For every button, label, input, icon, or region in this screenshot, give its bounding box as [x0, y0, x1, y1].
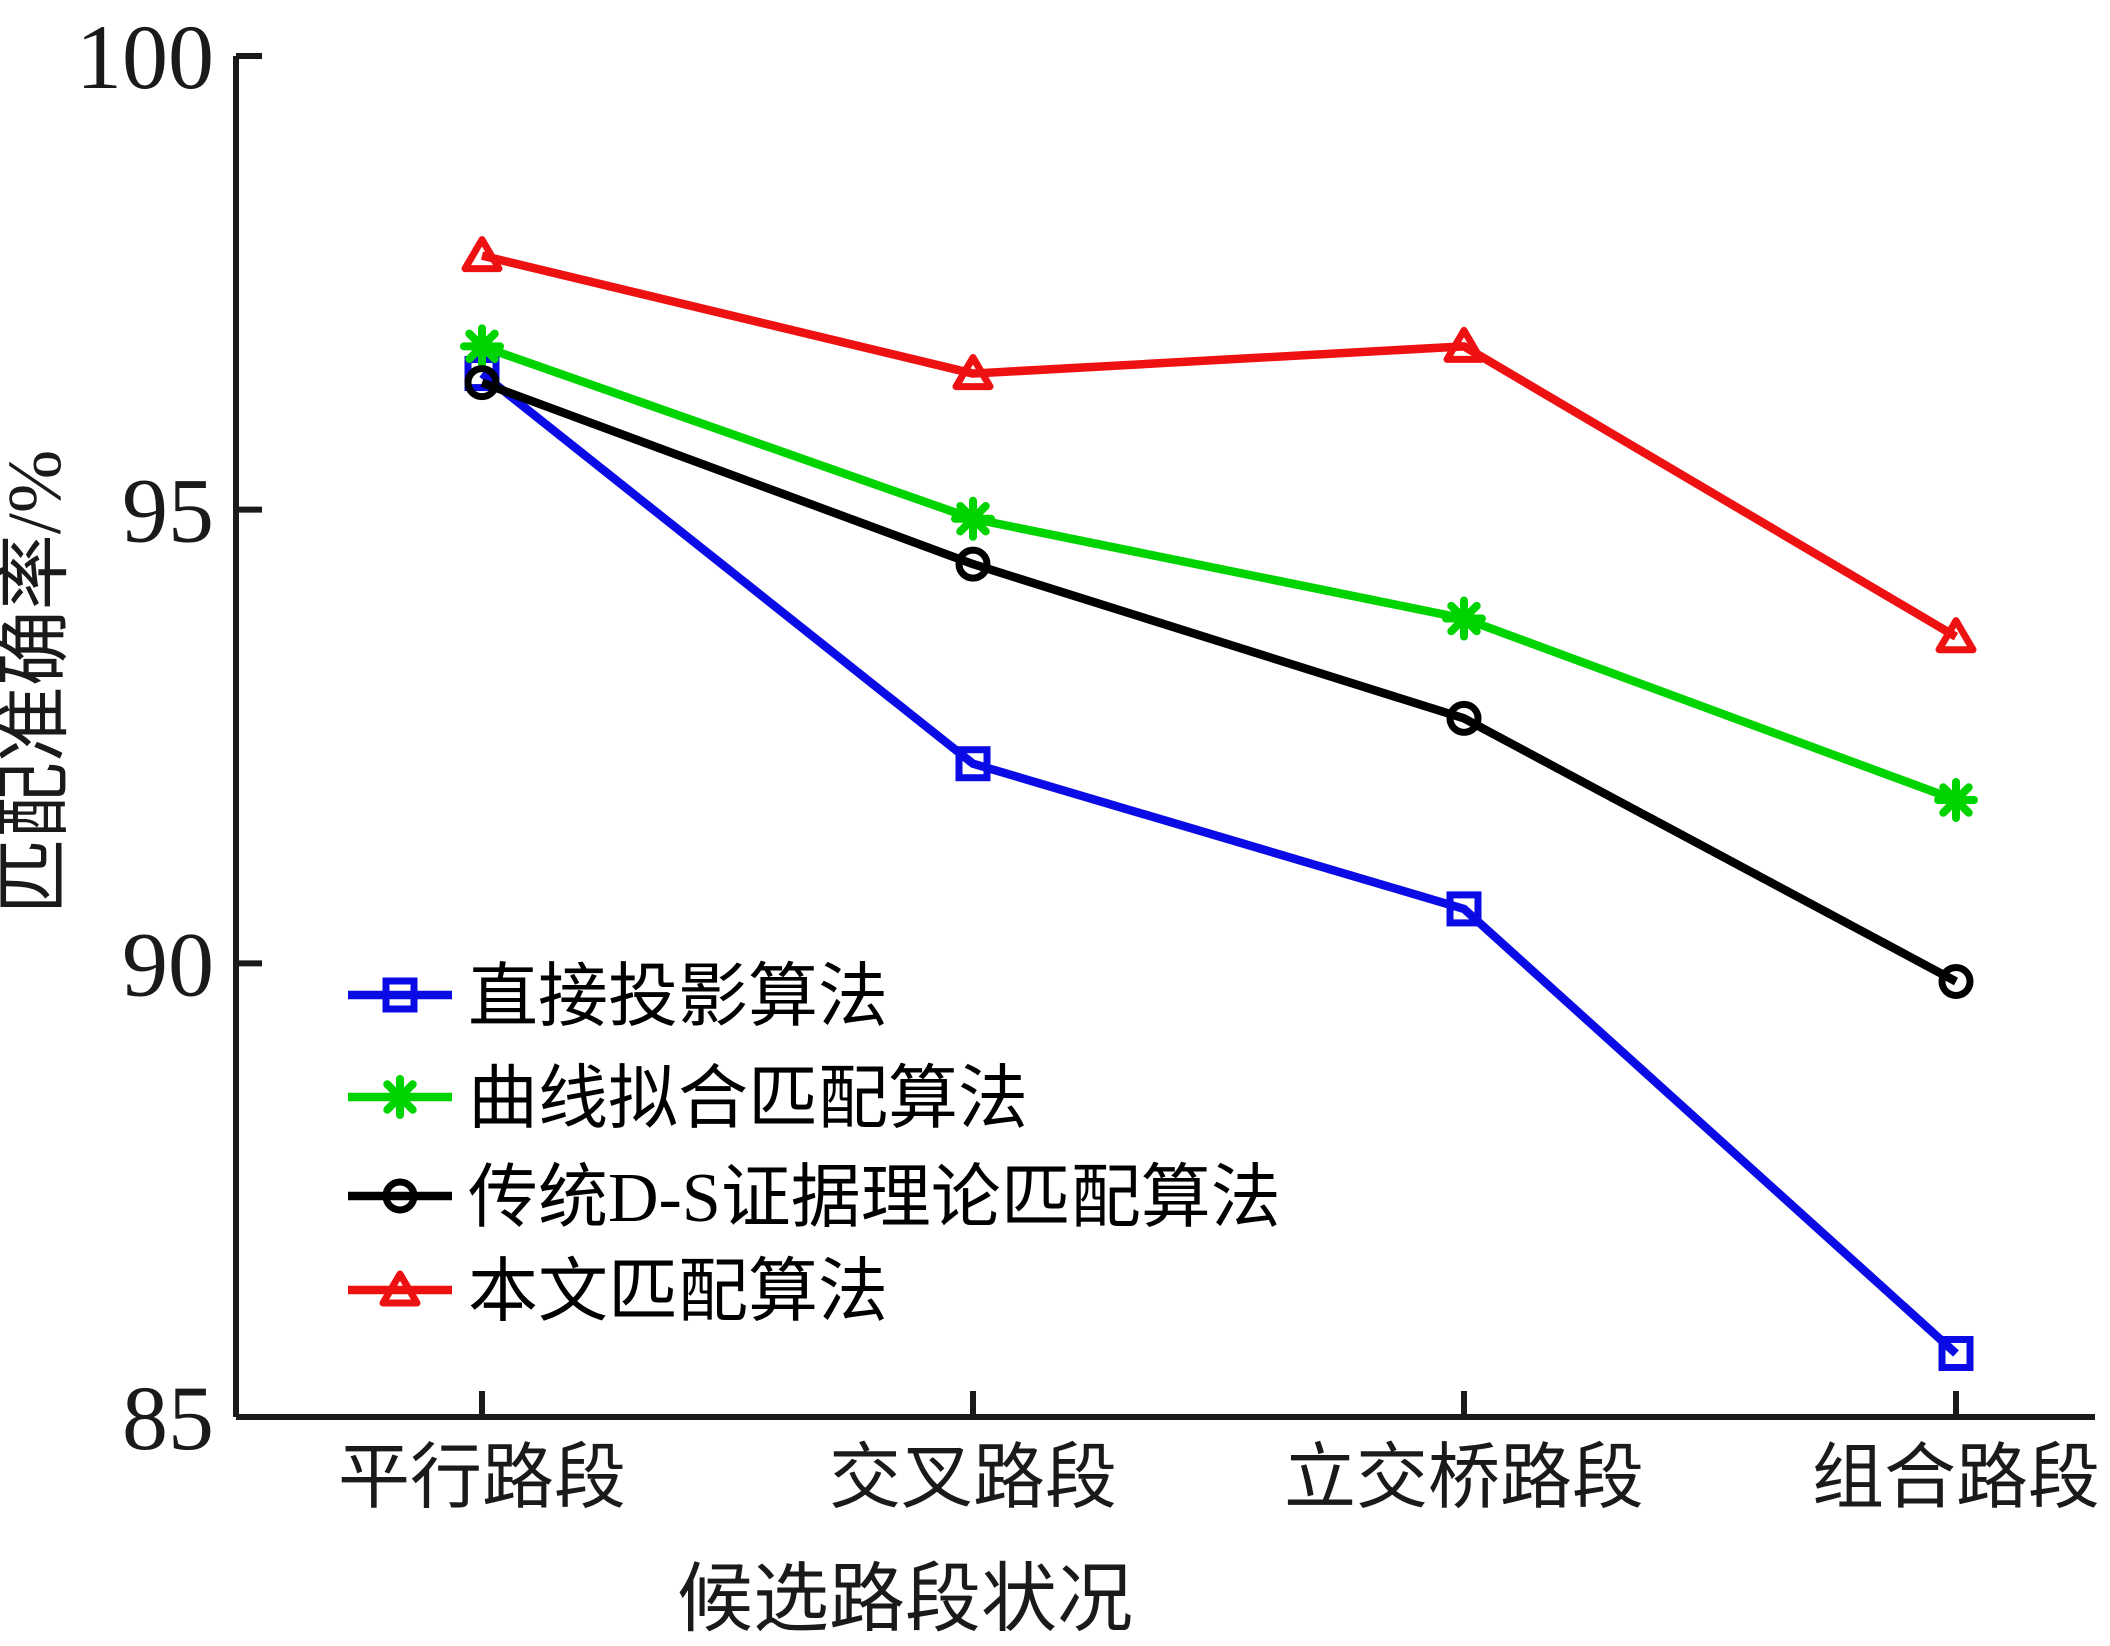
x-tick-label: 组合路段: [1812, 1438, 2100, 1518]
asterisk-marker: [1939, 783, 1973, 817]
square-marker: [1938, 1335, 1974, 1371]
y-tick-label: 90: [122, 913, 214, 1015]
y-tick-label: 85: [122, 1367, 214, 1469]
circle-marker: [464, 365, 500, 401]
series-2: [464, 365, 1974, 999]
triangle-marker: [379, 1270, 421, 1307]
legend-label: 本文匹配算法: [468, 1254, 888, 1331]
legend-item-3: 本文匹配算法: [348, 1254, 888, 1331]
circle-marker: [955, 546, 991, 582]
circle-marker: [1446, 700, 1482, 736]
series: [460, 236, 1978, 1371]
series-3: [461, 236, 1977, 654]
circle-marker: [1938, 963, 1974, 999]
triangle-marker: [1935, 617, 1977, 654]
legend-label: 传统D-S证据理论匹配算法: [468, 1160, 1281, 1237]
square-marker: [955, 746, 991, 782]
legend-item-1: 曲线拟合匹配算法: [348, 1061, 1028, 1138]
square-marker: [382, 977, 418, 1013]
triangle-marker: [1443, 326, 1485, 363]
y-axis-title: 匹配准确率/%: [0, 450, 77, 914]
triangle-marker: [461, 236, 503, 273]
legend-item-2: 传统D-S证据理论匹配算法: [348, 1160, 1281, 1237]
series-1: [460, 324, 1978, 823]
asterisk-marker: [465, 329, 499, 364]
triangle-marker: [952, 354, 994, 391]
series-line: [479, 370, 1959, 1357]
x-tick-label: 交叉路段: [829, 1438, 1117, 1518]
asterisk-marker: [383, 1080, 417, 1114]
x-tick-label: 平行路段: [338, 1438, 626, 1518]
x-axis-title: 候选路段状况: [677, 1558, 1133, 1642]
x-tick-label: 立交桥路段: [1284, 1438, 1644, 1518]
series-line: [481, 251, 1959, 641]
asterisk-marker: [956, 502, 990, 536]
axes: 85 90 95 100 平行路段 交叉路段 立交桥路段 组合路段: [76, 6, 2100, 1518]
series-line: [480, 342, 1958, 805]
y-tick-label: 100: [76, 6, 214, 108]
series-0: [464, 356, 1974, 1371]
legend-label: 直接投影算法: [468, 959, 888, 1036]
series-line: [480, 378, 1959, 986]
legend-item-0: 直接投影算法: [348, 959, 888, 1036]
square-marker: [1446, 891, 1482, 927]
asterisk-marker: [1447, 601, 1481, 636]
y-tick-label: 95: [122, 460, 214, 562]
legend-label: 曲线拟合匹配算法: [468, 1061, 1028, 1138]
circle-marker: [382, 1178, 418, 1214]
